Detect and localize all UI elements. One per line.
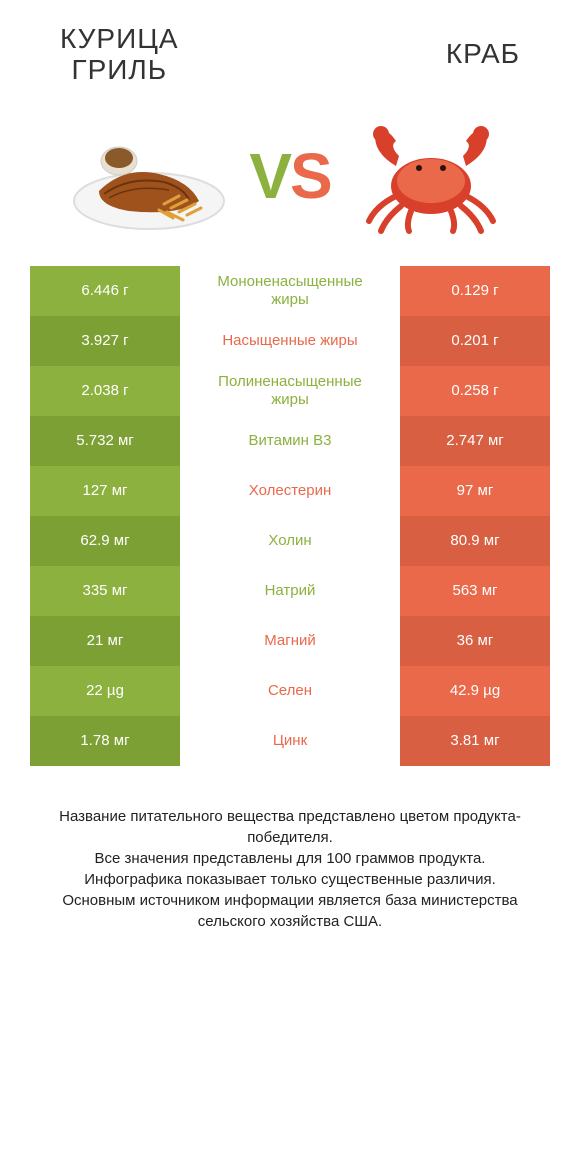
table-row: 3.927 г Насыщенные жиры 0.201 г [30, 316, 550, 366]
table-row: 6.446 г Мононенасыщенные жиры 0.129 г [30, 266, 550, 316]
table-row: 335 мг Натрий 563 мг [30, 566, 550, 616]
right-value: 97 мг [400, 466, 550, 516]
right-value: 0.258 г [400, 366, 550, 416]
table-row: 2.038 г Полиненасыщенные жиры 0.258 г [30, 366, 550, 416]
nutrient-label: Селен [205, 666, 375, 716]
footer-line-4: Основным источником информации является … [30, 890, 550, 932]
spacer [180, 366, 205, 416]
spacer [180, 416, 205, 466]
spacer [180, 716, 205, 766]
left-value: 5.732 мг [30, 416, 180, 466]
footer-notes: Название питательного вещества представл… [30, 806, 550, 932]
spacer [375, 416, 400, 466]
spacer [375, 366, 400, 416]
right-value: 2.747 мг [400, 416, 550, 466]
table-row: 127 мг Холестерин 97 мг [30, 466, 550, 516]
spacer [375, 466, 400, 516]
spacer [180, 516, 205, 566]
nutrient-label: Холин [205, 516, 375, 566]
left-value: 6.446 г [30, 266, 180, 316]
left-food-title: КУРИЦА ГРИЛЬ [60, 24, 179, 86]
left-value: 62.9 мг [30, 516, 180, 566]
footer-line-1: Название питательного вещества представл… [30, 806, 550, 848]
right-value: 42.9 µg [400, 666, 550, 716]
right-food-title: КРАБ [446, 39, 520, 70]
footer-line-3: Инфографика показывает только существенн… [30, 869, 550, 890]
spacer [375, 516, 400, 566]
spacer [180, 466, 205, 516]
left-value: 1.78 мг [30, 716, 180, 766]
spacer [375, 716, 400, 766]
nutrient-label: Насыщенные жиры [205, 316, 375, 366]
left-value: 335 мг [30, 566, 180, 616]
spacer [180, 666, 205, 716]
spacer [375, 666, 400, 716]
nutrient-label: Холестерин [205, 466, 375, 516]
table-row: 62.9 мг Холин 80.9 мг [30, 516, 550, 566]
left-value: 127 мг [30, 466, 180, 516]
spacer [180, 316, 205, 366]
left-value: 21 мг [30, 616, 180, 666]
right-value: 80.9 мг [400, 516, 550, 566]
nutrient-label: Мононенасыщенные жиры [205, 266, 375, 316]
left-value: 2.038 г [30, 366, 180, 416]
right-value: 3.81 мг [400, 716, 550, 766]
nutrient-label: Магний [205, 616, 375, 666]
left-value: 22 µg [30, 666, 180, 716]
nutrition-table: 6.446 гМононенасыщенные жиры0.129 г3.927… [30, 266, 550, 766]
spacer [180, 616, 205, 666]
spacer [180, 266, 205, 316]
vs-v: V [249, 139, 290, 213]
right-value: 563 мг [400, 566, 550, 616]
table-row: 22 µg Селен 42.9 µg [30, 666, 550, 716]
nutrient-label: Витамин B3 [205, 416, 375, 466]
nutrient-label: Полиненасыщенные жиры [205, 366, 375, 416]
spacer [375, 266, 400, 316]
footer-line-2: Все значения представлены для 100 граммо… [30, 848, 550, 869]
right-value: 0.129 г [400, 266, 550, 316]
table-row: 5.732 мг Витамин B3 2.747 мг [30, 416, 550, 466]
spacer [375, 566, 400, 616]
right-value: 0.201 г [400, 316, 550, 366]
header: КУРИЦА ГРИЛЬ КРАБ [0, 0, 580, 86]
chicken-grill-image [69, 116, 229, 236]
vs-label: VS [249, 139, 330, 213]
table-row: 1.78 мг Цинк 3.81 мг [30, 716, 550, 766]
right-value: 36 мг [400, 616, 550, 666]
spacer [375, 316, 400, 366]
spacer [375, 616, 400, 666]
spacer [180, 566, 205, 616]
nutrient-label: Цинк [205, 716, 375, 766]
nutrient-label: Натрий [205, 566, 375, 616]
left-value: 3.927 г [30, 316, 180, 366]
table-row: 21 мг Магний 36 мг [30, 616, 550, 666]
crab-image [351, 116, 511, 236]
vs-row: VS [0, 86, 580, 266]
vs-s: S [290, 139, 331, 213]
